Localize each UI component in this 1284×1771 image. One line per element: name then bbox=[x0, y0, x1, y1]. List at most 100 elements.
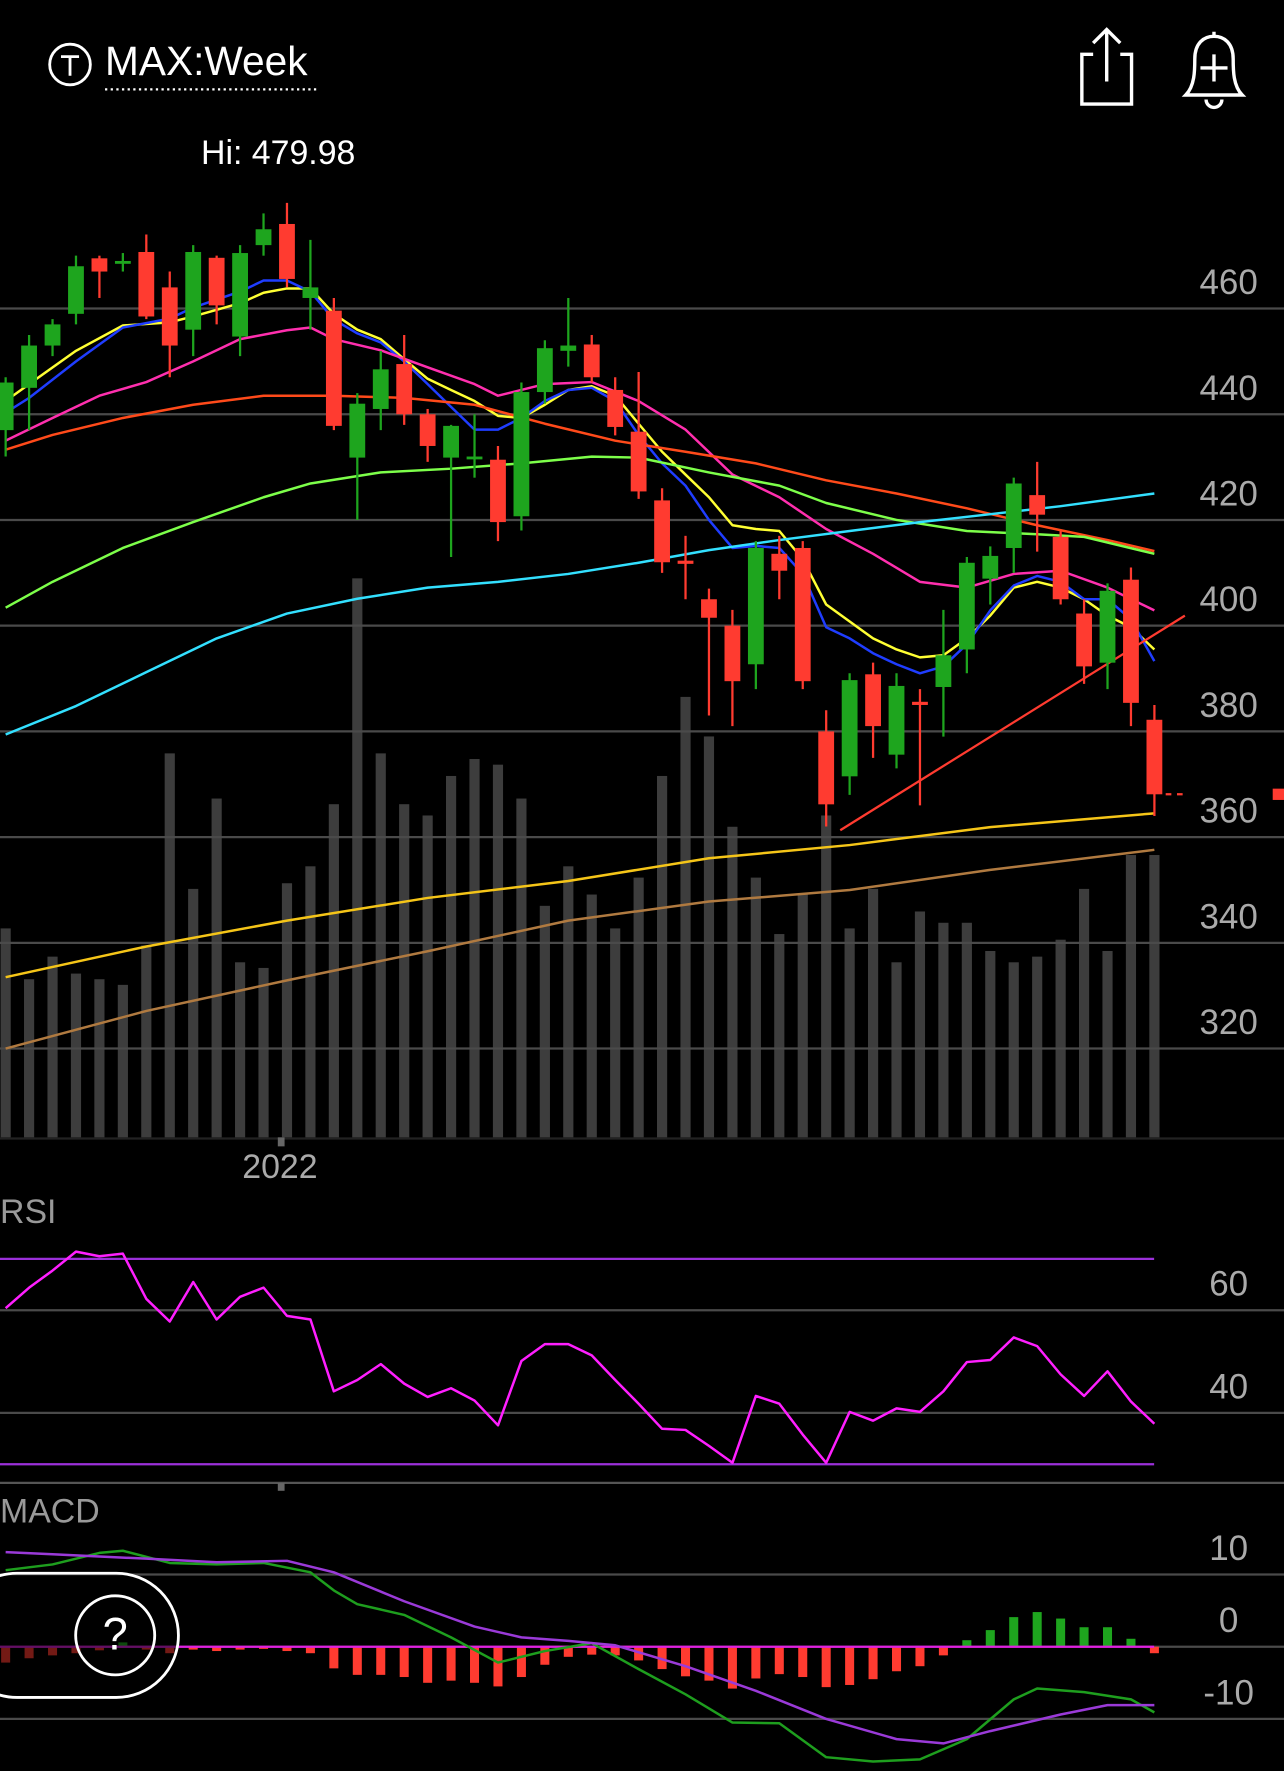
macd-histogram-bar bbox=[352, 1646, 362, 1675]
indicator-line bbox=[5, 848, 1155, 1050]
candle-body bbox=[0, 382, 14, 431]
volume-bar bbox=[563, 866, 574, 1138]
volume-bar bbox=[914, 911, 926, 1138]
candle-body bbox=[607, 389, 624, 427]
volume-bar bbox=[703, 736, 715, 1138]
symbol-icon-glyph bbox=[60, 55, 80, 76]
volume-bar bbox=[492, 764, 504, 1138]
candle-body bbox=[818, 731, 835, 805]
bell bbox=[1181, 34, 1247, 97]
chart-layer: 460 440 420 400 380 360 340 320 2022 60 40 10 0 -10 bbox=[0, 202, 1284, 1763]
candle-body bbox=[1029, 495, 1046, 515]
y-tick-label: 380 bbox=[1199, 686, 1257, 725]
volume-bar bbox=[1078, 888, 1090, 1138]
macd-histogram-bar bbox=[1102, 1627, 1113, 1647]
volume-bar bbox=[961, 922, 972, 1138]
candle-body bbox=[958, 562, 975, 650]
volume-bar bbox=[633, 877, 644, 1138]
volume-bar bbox=[188, 888, 199, 1138]
volume-bar bbox=[117, 984, 128, 1138]
symbol-icon[interactable] bbox=[48, 42, 92, 87]
volume-bar bbox=[352, 578, 363, 1138]
volume-bar bbox=[141, 945, 152, 1138]
indicator-line bbox=[4, 1250, 1156, 1465]
candle-body bbox=[771, 553, 788, 571]
macd-histogram-bar bbox=[399, 1646, 409, 1678]
volume-bar bbox=[422, 815, 433, 1138]
volume-bar bbox=[258, 967, 269, 1138]
candle-body bbox=[630, 431, 647, 492]
volume-bar bbox=[70, 973, 82, 1138]
help-circle bbox=[74, 1594, 157, 1677]
macd-histogram-bar bbox=[915, 1646, 925, 1667]
macd-histogram-bar bbox=[516, 1646, 526, 1678]
y-tick-label: 360 bbox=[1199, 792, 1257, 831]
volume-bar bbox=[1008, 962, 1019, 1138]
macd-histogram-bar bbox=[938, 1646, 948, 1656]
macd-histogram-bar bbox=[493, 1646, 503, 1687]
candle-body bbox=[654, 500, 670, 563]
indicator-line bbox=[5, 812, 1155, 979]
indicator-line bbox=[5, 1550, 1155, 1745]
year-tick bbox=[277, 1137, 285, 1147]
volume-bar bbox=[867, 888, 879, 1138]
volume-bar bbox=[94, 979, 105, 1138]
volume-bar bbox=[1149, 855, 1160, 1138]
volume-bar bbox=[164, 753, 175, 1138]
help-label: ? bbox=[103, 1609, 128, 1660]
macd-histogram-bar bbox=[610, 1646, 620, 1656]
candle-body bbox=[912, 701, 928, 705]
y-tick-label: 460 bbox=[1199, 263, 1257, 302]
y-tick-label: 0 bbox=[1219, 1601, 1238, 1640]
macd-histogram-bar bbox=[446, 1646, 456, 1681]
bell-plus bbox=[1200, 31, 1228, 82]
bell-clapper bbox=[1204, 99, 1224, 110]
indicator-line bbox=[5, 1549, 1155, 1763]
share-button[interactable] bbox=[1080, 27, 1134, 106]
macd-histogram-bar bbox=[681, 1646, 691, 1677]
y-tick-label: -10 bbox=[1203, 1673, 1254, 1712]
candle-body bbox=[935, 655, 952, 687]
macd-histogram-bar bbox=[235, 1646, 245, 1650]
rsi-title: RSI bbox=[0, 1193, 56, 1231]
volume-bar bbox=[47, 956, 58, 1138]
indicator-line bbox=[5, 455, 1155, 609]
macd-histogram-bar bbox=[1079, 1627, 1089, 1647]
candle-body bbox=[1052, 536, 1069, 600]
indicator-line bbox=[5, 492, 1155, 736]
help-pill[interactable] bbox=[0, 1571, 180, 1699]
year-tick bbox=[277, 1482, 285, 1491]
candle-body bbox=[138, 251, 155, 317]
volume-bar bbox=[375, 753, 386, 1138]
macd-histogram-bar bbox=[329, 1646, 339, 1669]
volume-bar bbox=[774, 934, 785, 1138]
alert-button[interactable] bbox=[1181, 31, 1247, 110]
macd-histogram-bar bbox=[868, 1646, 878, 1680]
macd-histogram-bar bbox=[1009, 1617, 1019, 1647]
candle-body bbox=[349, 403, 366, 458]
macd-histogram-bar bbox=[212, 1646, 222, 1652]
candle-body bbox=[443, 425, 459, 458]
candle-body bbox=[701, 599, 717, 618]
volume-bar bbox=[1102, 950, 1113, 1138]
last-price-tag bbox=[1272, 788, 1284, 800]
y-tick-label: 10 bbox=[1209, 1529, 1248, 1568]
candle-body bbox=[560, 345, 577, 351]
y-tick-label: 320 bbox=[1199, 1003, 1257, 1042]
symbol-title[interactable]: MAX:Week bbox=[105, 38, 308, 84]
volume-bar bbox=[1125, 855, 1137, 1138]
candle-body bbox=[208, 257, 225, 306]
volume-bar bbox=[821, 815, 832, 1138]
macd-histogram-bar bbox=[727, 1646, 737, 1689]
macd-histogram-bar bbox=[657, 1646, 667, 1670]
candle-body bbox=[724, 625, 741, 682]
high-annotation: Hi: 479.98 bbox=[201, 134, 355, 172]
candle-body bbox=[888, 685, 905, 755]
candle-body bbox=[1005, 483, 1022, 548]
candle-body bbox=[396, 364, 413, 415]
y-tick-label: 400 bbox=[1199, 580, 1257, 619]
candle-body bbox=[1076, 613, 1092, 667]
macd-histogram-bar bbox=[563, 1646, 573, 1657]
macd-histogram-bar bbox=[376, 1646, 386, 1675]
